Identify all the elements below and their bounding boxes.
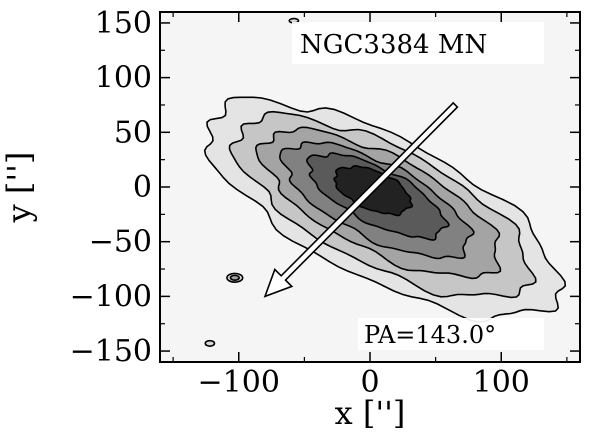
arrow-shape bbox=[263, 101, 459, 298]
blob-contours bbox=[204, 17, 300, 347]
x-tick-label: 100 bbox=[473, 365, 530, 400]
y-tick-label: −150 bbox=[70, 334, 152, 369]
y-tick-label: −100 bbox=[70, 279, 152, 314]
y-tick-label: 150 bbox=[95, 6, 152, 41]
object-name-box bbox=[292, 22, 544, 64]
x-axis-label: x [''] bbox=[335, 394, 406, 432]
x-tick-label: −100 bbox=[198, 365, 280, 400]
position-angle-label: PA=143.0° bbox=[364, 321, 496, 349]
y-tick-label: −50 bbox=[89, 225, 152, 260]
y-tick-label: 0 bbox=[133, 170, 152, 205]
blob-3-ring-1 bbox=[204, 339, 216, 347]
y-axis-label: y [''] bbox=[0, 152, 38, 224]
blob-1-ring-2 bbox=[229, 274, 240, 281]
object-name-label: NGC3384 MN bbox=[300, 30, 487, 60]
axis-ticks: −100 0 100 150 100 50 0 −50 −100 −150 bbox=[70, 6, 580, 400]
pa-box bbox=[358, 318, 544, 350]
contour-layers bbox=[203, 96, 567, 323]
y-tick-label: 50 bbox=[114, 115, 152, 150]
y-tick-label: 100 bbox=[95, 61, 152, 96]
position-angle-arrow bbox=[263, 101, 459, 298]
x-tick-label: 0 bbox=[360, 365, 379, 400]
